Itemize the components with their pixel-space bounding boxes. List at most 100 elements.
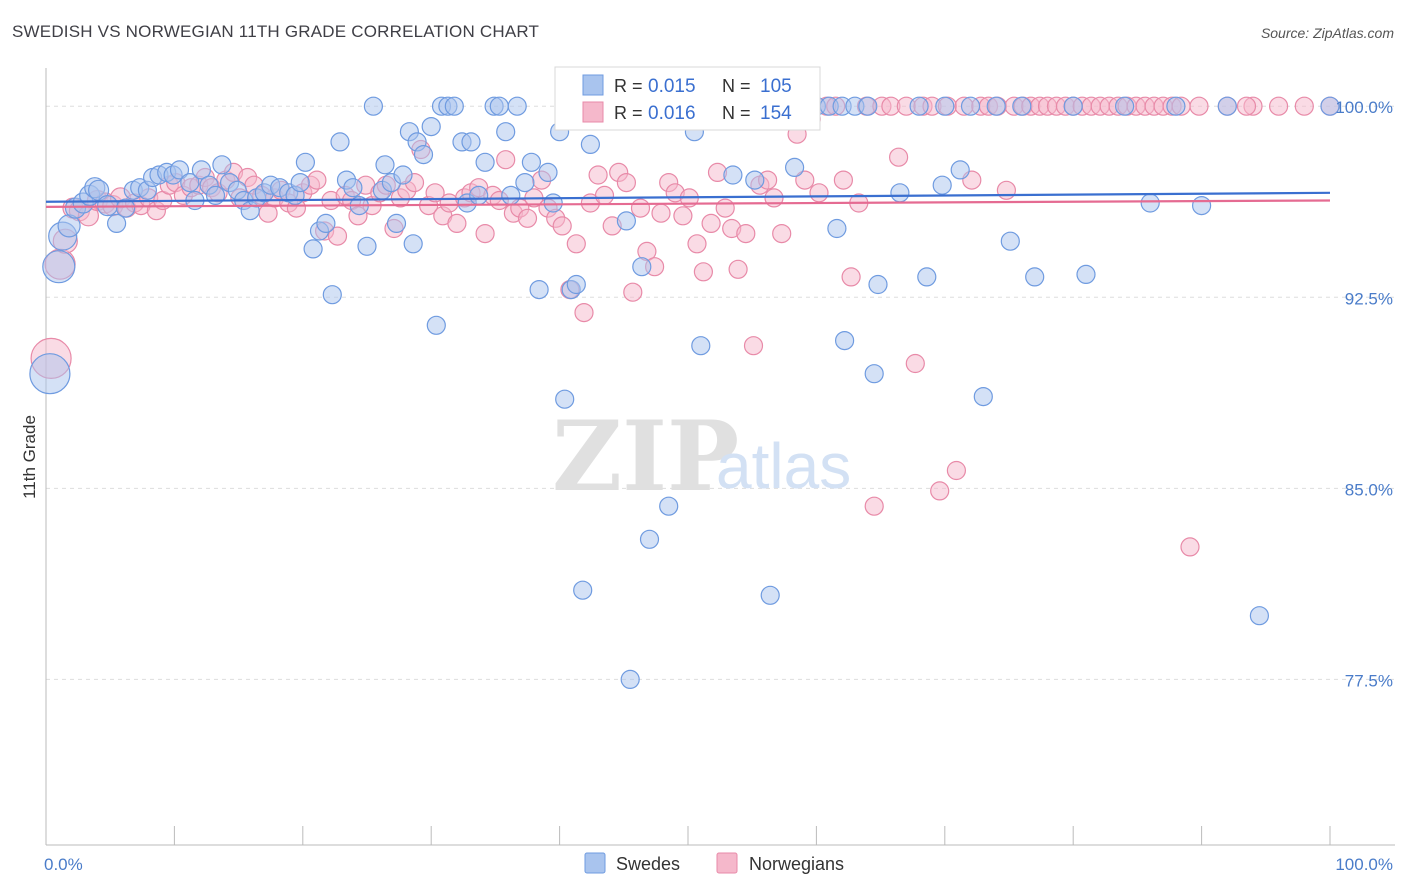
bottom-legend: Swedes Norwegians (584, 852, 844, 874)
swedes-point-106 (935, 96, 955, 116)
norwegians-point-106 (795, 170, 815, 190)
swedes-point-128 (932, 175, 952, 195)
swedes-point-69 (496, 122, 516, 142)
swedes-point-116 (659, 496, 679, 516)
norwegians-point-125 (946, 460, 967, 481)
axes (45, 68, 1395, 846)
norwegians-point-153 (1189, 96, 1209, 116)
swedes-point-133 (1076, 264, 1096, 284)
swedes-point-75 (538, 162, 558, 182)
x-tick-label-1: 100.0% (1335, 855, 1393, 874)
norwegians-point-83 (630, 198, 651, 218)
swedes-point-113 (1217, 96, 1237, 116)
legend-norwegians-label: Norwegians (749, 854, 844, 874)
swedes-point-126 (890, 183, 910, 203)
swedes-point-117 (616, 211, 637, 231)
norwegians-r-value: 0.016 (648, 103, 696, 124)
swedes-point-111 (1114, 96, 1135, 116)
swedes-point-22 (191, 160, 211, 180)
norwegians-point-152 (1180, 537, 1200, 557)
norwegians-point-74 (566, 234, 586, 254)
norwegians-point-99 (743, 336, 764, 356)
swedes-point-38 (303, 239, 323, 259)
swedes-point-114 (1249, 606, 1270, 626)
norwegians-point-97 (728, 259, 748, 279)
swedes-point-112 (1166, 96, 1186, 116)
swedes-point-52 (393, 165, 413, 185)
swedes-point-119 (723, 165, 743, 185)
norwegians-point-75 (574, 303, 594, 323)
swedes-point-65 (469, 185, 489, 205)
watermark: ZIP atlas (552, 400, 851, 513)
swedes-point-104 (864, 364, 884, 384)
swedes-point-124 (834, 331, 855, 351)
swedes-point-110 (1063, 96, 1083, 116)
swedes-point-61 (444, 96, 464, 116)
source-label: Source: ZipAtlas.com (1260, 25, 1394, 41)
swedes-point-20 (180, 173, 200, 193)
swedes-trend-line (45, 191, 1331, 203)
swedes-point-72 (515, 173, 535, 193)
swedes-point-51 (386, 213, 407, 233)
norwegians-point-64 (496, 150, 516, 170)
swedes-point-82 (580, 134, 601, 154)
y-axis-title: 11th Grade (20, 415, 39, 499)
swedes-point-0 (29, 353, 71, 395)
norwegians-point-92 (693, 262, 714, 282)
legend-swedes-label: Swedes (616, 854, 680, 874)
swedes-point-118 (632, 257, 652, 277)
swedes-point-42 (330, 132, 350, 152)
x-tick-label-0: 0.0% (44, 855, 83, 874)
swedes-point-131 (1000, 231, 1020, 251)
swedes-point-44 (343, 178, 363, 198)
norwegians-point-57 (447, 213, 467, 233)
norwegians-point-112 (841, 267, 861, 287)
swedes-point-132 (1025, 267, 1045, 287)
swedes-point-37 (295, 152, 315, 172)
swedes-point-115 (1320, 96, 1340, 116)
swedes-point-92 (691, 336, 711, 356)
y-tick-label-0: 77.5% (1345, 671, 1393, 690)
norwegians-point-67 (517, 208, 538, 228)
swedes-point-54 (403, 234, 423, 254)
swedes-point-78 (555, 389, 575, 409)
y-tick-labels: 77.5% 85.0% 92.5% 100.0% (1335, 98, 1393, 690)
y-tick-label-1: 85.0% (1345, 480, 1393, 499)
norwegians-point-61 (475, 224, 495, 244)
swedes-point-64 (461, 132, 481, 152)
swedes-point-121 (760, 585, 780, 605)
norwegians-point-157 (1294, 96, 1314, 116)
swedes-n-value: 105 (760, 76, 792, 97)
swedes-point-11 (115, 198, 136, 218)
swedes-point-80 (566, 274, 586, 295)
norwegians-r-label: R = (614, 103, 643, 123)
swedes-point-127 (917, 267, 937, 287)
swedes-point-125 (868, 274, 888, 295)
swedes-point-120 (745, 170, 765, 190)
swedes-n-label: N = (722, 76, 751, 96)
swedes-point-81 (573, 580, 593, 600)
stats-legend: R = 0.015 N = 105 R = 0.016 N = 154 (554, 66, 821, 131)
swedes-swatch (582, 74, 604, 96)
norwegians-point-86 (651, 203, 671, 223)
swedes-point-68 (489, 96, 509, 116)
swedes-point-137 (639, 529, 660, 549)
norwegians-point-115 (864, 496, 884, 516)
swedes-point-109 (1012, 96, 1032, 116)
norwegians-point-131 (996, 180, 1017, 200)
norwegians-point-78 (594, 185, 615, 205)
swedes-point-108 (986, 96, 1006, 116)
swedes-point-66 (475, 152, 495, 172)
norwegians-point-98 (736, 224, 756, 244)
swedes-point-47 (363, 96, 383, 116)
norwegians-point-91 (687, 234, 707, 254)
norwegians-point-81 (616, 173, 637, 193)
swedes-point-1 (42, 250, 76, 284)
swedes-point-74 (529, 280, 549, 300)
norwegians-trend-line (45, 199, 1331, 208)
swedes-point-57 (421, 116, 441, 137)
norwegians-point-118 (888, 147, 909, 167)
norwegians-point-95 (715, 198, 735, 218)
norwegians-point-93 (701, 213, 721, 233)
